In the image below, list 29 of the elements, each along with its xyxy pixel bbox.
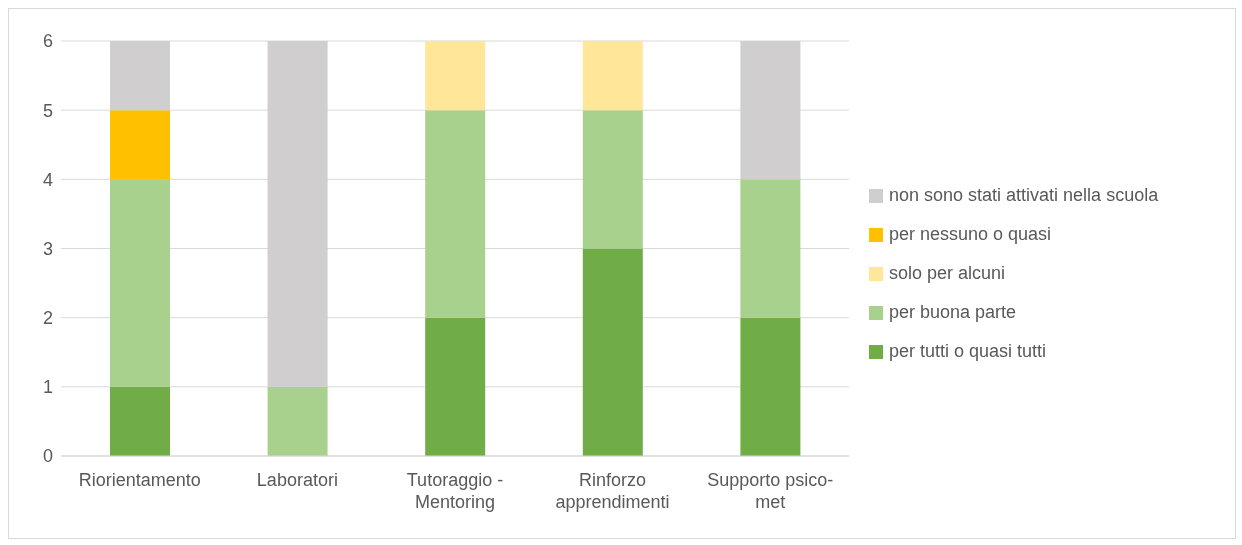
x-tick-label: Riorientamento xyxy=(78,470,201,490)
bar xyxy=(740,179,801,318)
legend-label: per nessuno o quasi xyxy=(889,224,1052,245)
y-tick-label: 4 xyxy=(42,169,53,190)
x-tick-label: Tutoraggio - Mentoring xyxy=(406,470,504,512)
legend-label: per buona parte xyxy=(889,302,1017,323)
bar xyxy=(582,248,643,456)
bar xyxy=(425,317,486,456)
bar xyxy=(582,41,643,111)
bar xyxy=(425,41,486,111)
legend-label: solo per alcuni xyxy=(889,263,1006,284)
y-tick-label: 3 xyxy=(42,238,53,259)
bar xyxy=(110,110,170,180)
legend-label: non sono stati attivati nella scuola xyxy=(889,185,1159,206)
bar xyxy=(110,179,170,387)
y-tick-label: 5 xyxy=(42,100,53,121)
y-tick-label: 1 xyxy=(42,377,53,398)
legend-label: per tutti o quasi tutti xyxy=(889,341,1047,362)
y-tick-label: 6 xyxy=(42,31,53,52)
bar xyxy=(740,317,801,456)
x-tick-label: Supporto psico-met xyxy=(707,470,834,512)
y-tick-label: 2 xyxy=(42,308,53,329)
bar xyxy=(582,110,643,249)
bar xyxy=(110,386,170,456)
x-tick-label: Laboratori xyxy=(256,470,338,490)
bar xyxy=(425,110,486,318)
bar xyxy=(267,386,328,456)
x-tick-label: Rinforzo apprendimenti xyxy=(555,470,670,512)
y-tick-label: 0 xyxy=(42,446,53,467)
